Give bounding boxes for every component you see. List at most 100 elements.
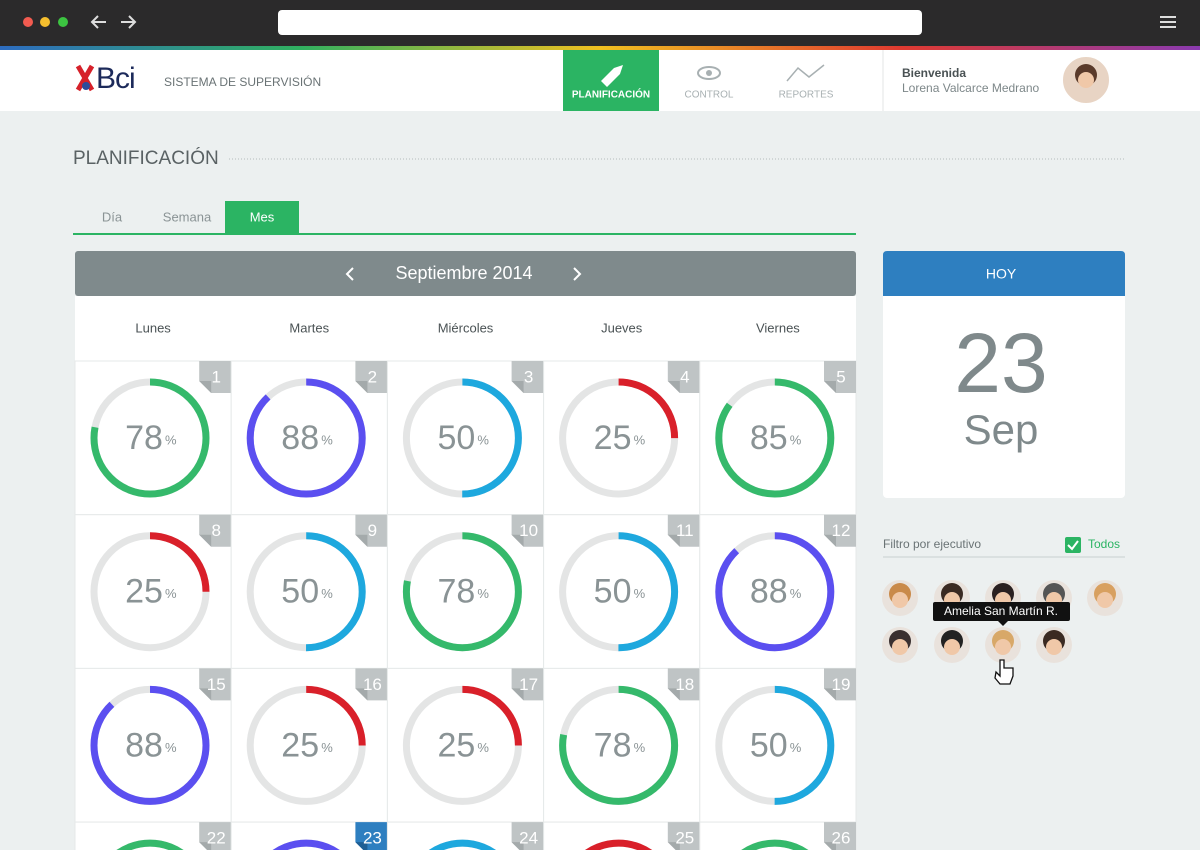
badge-fold [511,381,524,393]
percent-value: 78 [437,573,475,611]
percent-value: 85 [750,419,788,457]
badge-fold [667,534,680,547]
back-button[interactable] [90,15,106,29]
avatar-face [892,639,908,655]
filter-checkbox[interactable] [1065,537,1081,553]
tab[interactable]: Mes [250,209,275,224]
percent-sign: % [477,740,489,755]
menu-button[interactable] [1160,16,1176,28]
window-close[interactable] [23,17,33,27]
next-month[interactable] [573,267,582,281]
percent-value: 25 [437,726,475,764]
tab[interactable]: Día [102,209,123,224]
rainbow-line [0,46,1200,50]
badge-fold [824,842,836,850]
percent-value: 78 [125,419,163,457]
today-month: Sep [964,406,1039,453]
day-number: 25 [675,829,694,848]
progress-ring [246,532,366,652]
nav-icon-rocket [601,65,623,87]
percent-value: 88 [125,726,163,764]
badge-fold [199,688,212,701]
day-number: 3 [524,367,533,386]
avatar-face [1097,592,1113,608]
weekday: Jueves [601,320,643,335]
day-number: 19 [832,675,851,694]
nav-item[interactable]: REPORTES [779,90,834,101]
progress-ring [90,685,210,805]
day-number: 12 [832,521,851,540]
day-number: 18 [675,675,694,694]
tab-active[interactable] [225,201,299,234]
percent-sign: % [790,740,802,755]
progress-ring [559,685,679,805]
day-number: 17 [519,675,538,694]
percent-sign: % [634,740,646,755]
percent-value: 50 [281,573,319,611]
avatar-face [1046,639,1062,655]
day-number: 11 [676,521,694,540]
tooltip-arrow [998,621,1008,626]
badge-fold [667,688,680,701]
address-bar[interactable] [278,10,922,35]
percent-sign: % [165,586,177,601]
percent-value: 78 [594,726,632,764]
percent-sign: % [165,432,177,447]
percent-value: 50 [437,419,475,457]
day-number: 26 [832,829,851,848]
badge-fold [199,381,212,393]
badge-fold [199,842,212,850]
avatar-face [944,639,960,655]
logo[interactable]: Bci [96,62,136,95]
day-number: 10 [519,521,538,540]
badge-fold [511,534,524,547]
progress-ring [715,685,835,805]
window-max[interactable] [58,17,68,27]
percent-value: 25 [594,419,632,457]
today-day: 23 [954,316,1047,410]
badge-fold [667,842,680,850]
progress-ring [272,839,340,850]
forward-button[interactable] [121,15,137,29]
weekday: Viernes [756,320,800,335]
percent-sign: % [477,432,489,447]
nav-icon-eye-pupil [706,70,712,76]
progress-ring [116,839,184,850]
nav-item[interactable]: CONTROL [685,90,734,101]
percent-value: 50 [750,726,788,764]
progress-ring [246,685,366,805]
today-label: HOY [986,266,1017,282]
weekday: Lunes [135,320,171,335]
progress-ring [90,532,210,652]
tab[interactable]: Semana [163,209,212,224]
page-title: PLANIFICACIÓN [73,147,219,169]
tooltip [933,602,1070,621]
filter-all[interactable]: Todos [1088,537,1120,551]
day-number: 5 [836,367,845,386]
weekday: Miércoles [438,320,494,335]
day-number: 22 [207,829,226,848]
progress-ring [402,532,522,652]
day-number: 15 [207,675,226,694]
window-min[interactable] [40,17,50,27]
progress-ring [428,839,496,850]
prev-month[interactable] [345,267,354,281]
filter-label: Filtro por ejecutivo [883,537,981,551]
percent-value: 88 [281,419,319,457]
progress-ring [402,378,522,498]
progress-ring [715,532,835,652]
welcome: Bienvenida [902,66,966,80]
percent-value: 88 [750,573,788,611]
progress-ring [559,532,679,652]
day-number: 23 [363,829,382,848]
nav-item[interactable]: PLANIFICACIÓN [572,88,650,101]
progress-ring [402,685,522,805]
badge-fold [824,381,836,393]
day-number: 1 [211,367,220,386]
today-card [883,251,1125,498]
day-number: 9 [368,521,377,540]
percent-value: 25 [281,726,319,764]
badge-fold [511,842,524,850]
cursor [994,659,1014,685]
